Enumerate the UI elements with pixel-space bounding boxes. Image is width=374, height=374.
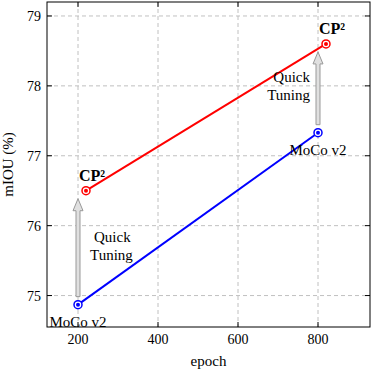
annotation-line: Tuning bbox=[267, 87, 310, 103]
data-point bbox=[74, 301, 82, 309]
y-tick bbox=[365, 155, 370, 156]
grid-line bbox=[47, 85, 370, 86]
y-tick bbox=[47, 155, 52, 156]
point-label: MoCo v2 bbox=[49, 314, 106, 330]
y-tick bbox=[47, 295, 52, 296]
arrow bbox=[313, 52, 323, 125]
x-tick bbox=[78, 2, 79, 7]
data-point bbox=[322, 40, 330, 48]
x-tick bbox=[158, 2, 159, 7]
series-line bbox=[78, 133, 318, 305]
chart: 200 400 600 800 75 76 77 78 79 epoch mIOU (%) MoCo … bbox=[0, 0, 374, 374]
x-tick bbox=[318, 2, 319, 7]
y-tick bbox=[47, 15, 52, 16]
x-tick-label: 800 bbox=[308, 332, 329, 347]
y-tick bbox=[47, 85, 52, 86]
x-tick bbox=[318, 322, 319, 327]
point-label: MoCo v2 bbox=[289, 142, 346, 158]
annotation-line: Tuning bbox=[90, 247, 133, 263]
x-tick-label: 200 bbox=[68, 332, 89, 347]
y-tick-label: 79 bbox=[27, 9, 41, 24]
y-tick bbox=[47, 225, 52, 226]
x-axis-label: epoch bbox=[191, 353, 227, 369]
point-label: CP² bbox=[319, 20, 345, 37]
annotation: Quick Tuning bbox=[267, 69, 310, 103]
data-layer bbox=[74, 40, 330, 309]
data-point bbox=[82, 187, 90, 195]
series-line bbox=[86, 44, 326, 191]
plot-frame bbox=[47, 2, 370, 327]
annotation-line: Quick bbox=[273, 69, 310, 85]
y-tick-label: 76 bbox=[27, 219, 41, 234]
annotation: Quick Tuning bbox=[90, 229, 133, 263]
point-label: CP² bbox=[79, 167, 105, 184]
data-point bbox=[314, 129, 322, 137]
grid-line bbox=[47, 295, 370, 296]
grid-line bbox=[47, 15, 370, 16]
data-point-center bbox=[316, 131, 320, 135]
y-tick-label: 78 bbox=[27, 79, 41, 94]
grid-line bbox=[158, 2, 159, 327]
grid-line bbox=[47, 225, 370, 226]
y-tick bbox=[365, 295, 370, 296]
y-tick bbox=[365, 85, 370, 86]
annotation-line: Quick bbox=[94, 229, 131, 245]
x-tick bbox=[158, 322, 159, 327]
x-tick-label: 400 bbox=[148, 332, 169, 347]
arrow bbox=[73, 199, 83, 297]
y-tick-label: 77 bbox=[27, 149, 41, 164]
x-tick-label: 600 bbox=[228, 332, 249, 347]
y-tick-label: 75 bbox=[27, 289, 41, 304]
x-tick bbox=[238, 2, 239, 7]
y-tick bbox=[365, 225, 370, 226]
x-tick bbox=[238, 322, 239, 327]
data-point-center bbox=[324, 42, 328, 46]
data-point-center bbox=[84, 189, 88, 193]
y-tick bbox=[365, 15, 370, 16]
grid-line bbox=[238, 2, 239, 327]
data-point-center bbox=[76, 303, 80, 307]
y-axis-label: mIOU (%) bbox=[0, 132, 17, 197]
